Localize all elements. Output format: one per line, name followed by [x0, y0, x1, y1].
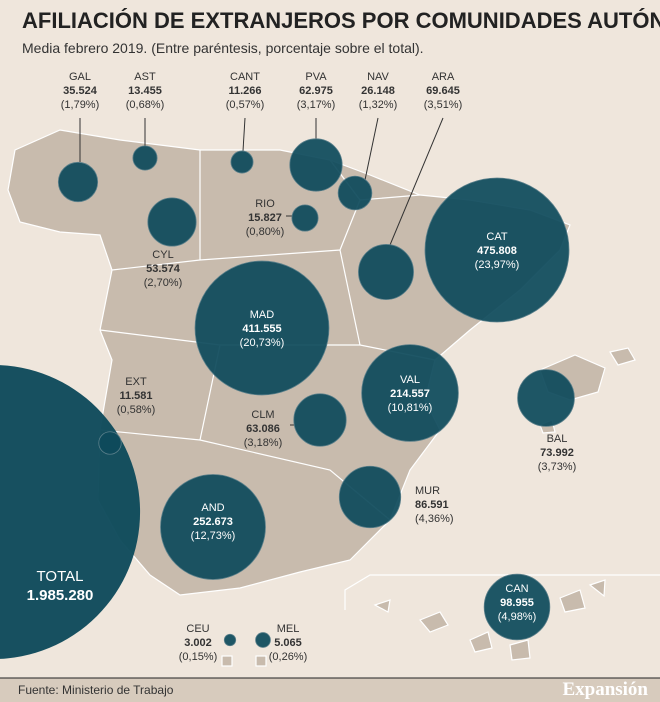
region-share: (3,18%)	[244, 437, 283, 449]
region-share: (3,73%)	[538, 461, 577, 473]
region-value: 69.645	[426, 85, 460, 97]
bubble	[483, 573, 551, 641]
region-code: VAL	[400, 374, 420, 386]
bubble	[223, 633, 237, 647]
bubble	[160, 474, 266, 580]
region-value: 3.002	[184, 637, 212, 649]
region-code: CLM	[251, 409, 274, 421]
region-value: 11.581	[119, 390, 152, 402]
bubble	[424, 177, 570, 323]
bubble	[338, 465, 402, 529]
region-value: 252.673	[193, 516, 233, 528]
region-share: (10,81%)	[388, 402, 433, 414]
region-share: (0,80%)	[246, 226, 285, 238]
leader-line	[242, 117, 246, 152]
region-value: 26.148	[361, 85, 395, 97]
region-value: 98.955	[500, 597, 534, 609]
leader-line	[364, 117, 379, 181]
region-value: 86.591	[415, 499, 449, 511]
region-share: (1,32%)	[359, 99, 398, 111]
region-code: CAN	[505, 583, 528, 595]
bubbles: TOTAL 1.985.280 GAL 35.524 (1,79%) AST 13.455 (…	[0, 71, 576, 663]
region-share: (2,70%)	[144, 277, 183, 289]
region-code: CAT	[486, 231, 507, 243]
region-value: 15.827	[248, 212, 282, 224]
region-value: 53.574	[146, 263, 181, 275]
region-value: 13.455	[128, 85, 162, 97]
footer	[0, 678, 660, 702]
bubble	[337, 175, 373, 211]
region-value: 11.266	[228, 85, 261, 97]
region-share: (23,97%)	[475, 259, 520, 271]
region-share: (4,36%)	[415, 513, 454, 525]
region-share: (3,17%)	[297, 99, 336, 111]
region-value: 63.086	[246, 423, 280, 435]
source: Fuente: Ministerio de Trabajo	[18, 683, 174, 697]
region-share: (0,15%)	[179, 651, 218, 663]
region-code: EXT	[125, 376, 147, 388]
region-code: PVA	[305, 71, 327, 83]
region-share: (0,58%)	[117, 404, 156, 416]
region-share: (0,57%)	[226, 99, 265, 111]
region-code: NAV	[367, 71, 389, 83]
region-share: (1,79%)	[61, 99, 100, 111]
region-code: MAD	[250, 309, 275, 321]
region-share: (20,73%)	[240, 337, 285, 349]
region-value: 214.557	[390, 388, 430, 400]
bubble	[57, 161, 99, 203]
region-share: (4,98%)	[498, 611, 537, 623]
region-code: GAL	[69, 71, 91, 83]
bubble	[293, 393, 347, 447]
bubble	[255, 632, 271, 648]
region-value: 5.065	[274, 637, 302, 649]
total-label: TOTAL	[37, 568, 84, 585]
region-code: CYL	[152, 249, 173, 261]
title: AFILIACIÓN DE EXTRANJEROS POR COMUNIDADE…	[22, 8, 660, 33]
region-share: (0,26%)	[269, 651, 308, 663]
region-code: MUR	[415, 485, 440, 497]
region-code: BAL	[547, 433, 568, 445]
region-code: MEL	[277, 623, 300, 635]
bubble	[291, 204, 319, 232]
region-value: 35.524	[63, 85, 98, 97]
region-value: 62.975	[299, 85, 333, 97]
bubble	[289, 138, 343, 192]
region-value: 73.992	[540, 447, 574, 459]
region-value: 411.555	[242, 323, 281, 335]
subtitle: Media febrero 2019. (Entre paréntesis, p…	[22, 40, 424, 56]
region-code: AST	[134, 71, 156, 83]
bubble	[132, 145, 158, 171]
region-code: CANT	[230, 71, 260, 83]
bubble	[361, 344, 459, 442]
bubble	[98, 431, 122, 455]
region-value: 475.808	[477, 245, 517, 257]
region-share: (0,68%)	[126, 99, 165, 111]
bubble	[358, 244, 414, 300]
bubble	[147, 197, 197, 247]
region-code: CEU	[186, 623, 209, 635]
bubble	[194, 260, 330, 396]
leader-line	[389, 117, 444, 246]
region-code: AND	[201, 502, 224, 514]
region-share: (3,51%)	[424, 99, 463, 111]
region-share: (12,73%)	[191, 530, 236, 542]
brand: Expansión	[562, 679, 648, 700]
bubble	[230, 150, 254, 174]
total-value: 1.985.280	[27, 587, 94, 604]
bubble	[517, 369, 575, 427]
region-code: ARA	[432, 71, 455, 83]
region-code: RIO	[255, 198, 275, 210]
